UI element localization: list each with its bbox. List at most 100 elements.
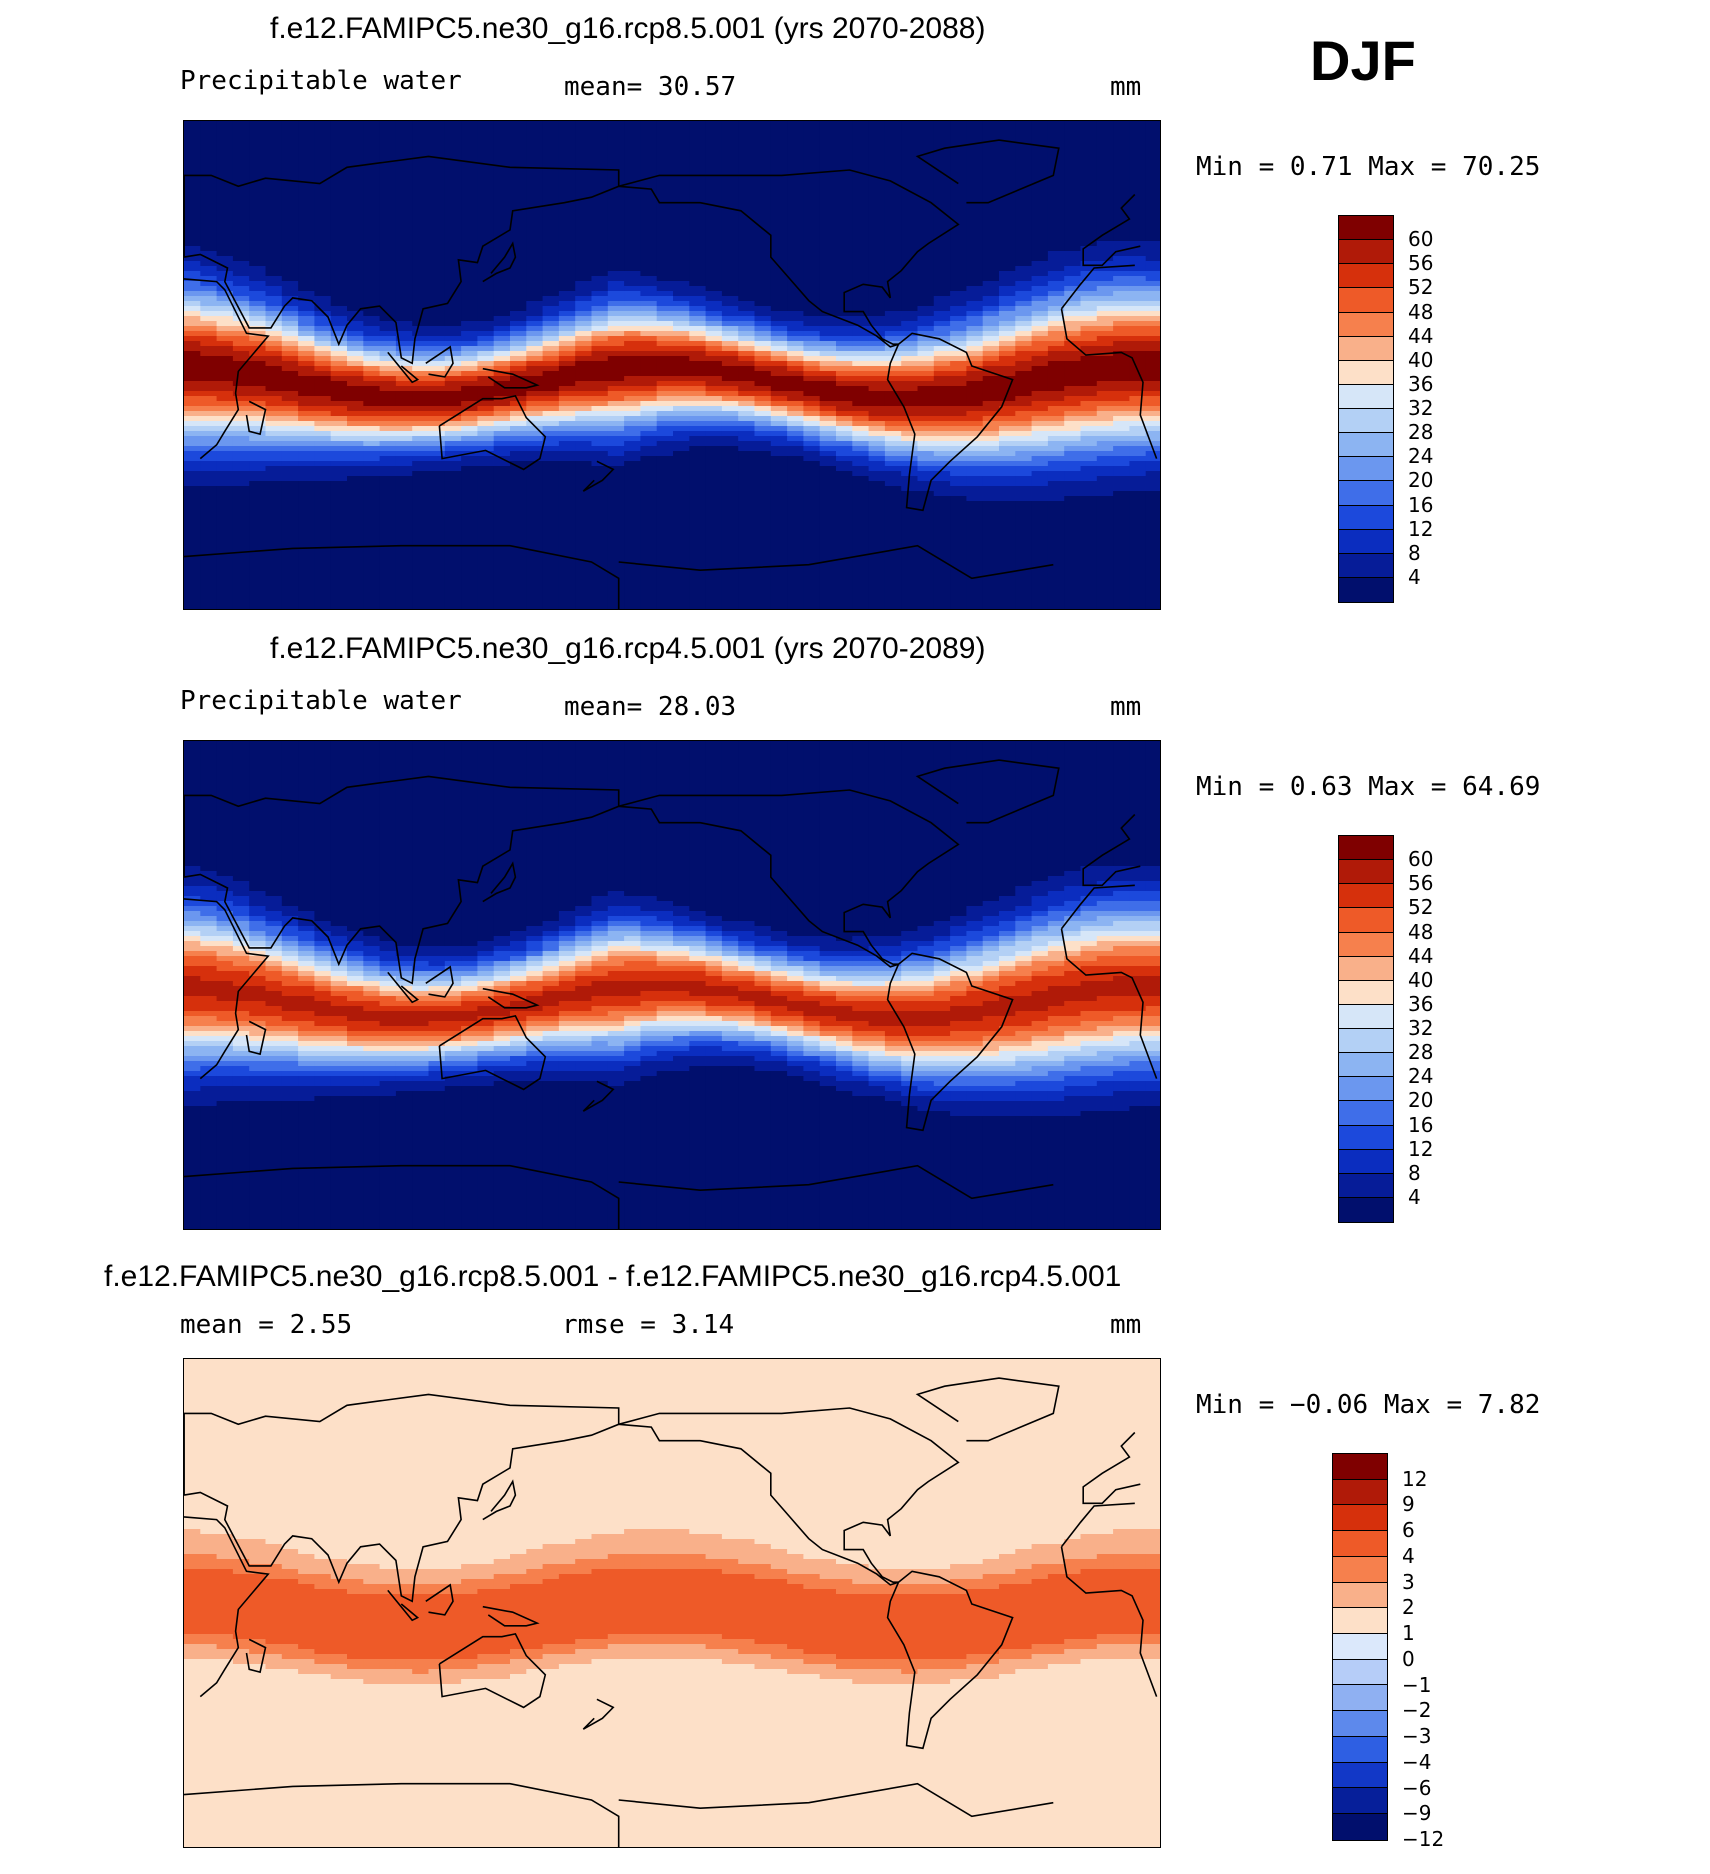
- field-cell: [1145, 156, 1160, 162]
- field-cell: [999, 411, 1016, 417]
- field-cell: [526, 186, 544, 192]
- field-cell: [591, 491, 609, 497]
- field-cell: [982, 206, 1000, 212]
- field-cell: [999, 431, 1016, 437]
- field-cell: [933, 151, 951, 157]
- field-cell: [216, 401, 234, 407]
- field-cell: [673, 526, 690, 532]
- field-cell: [347, 451, 364, 457]
- field-cell: [982, 156, 1000, 162]
- field-cell: [232, 316, 250, 322]
- field-cell: [819, 186, 837, 192]
- field-cell: [1015, 321, 1033, 327]
- field-cell: [836, 501, 853, 507]
- field-cell: [836, 321, 853, 327]
- field-cell: [607, 226, 625, 232]
- field-cell: [901, 161, 919, 167]
- field-cell: [982, 226, 1000, 232]
- field-cell: [216, 441, 234, 447]
- field-cell: [999, 371, 1016, 377]
- field-cell: [575, 371, 593, 377]
- field-cell: [1064, 511, 1082, 517]
- field-cell: [510, 406, 527, 412]
- field-cell: [216, 181, 234, 187]
- field-cell: [803, 381, 821, 387]
- field-cell: [999, 231, 1016, 237]
- field-cell: [184, 376, 201, 382]
- field-cell: [787, 301, 804, 307]
- panel-1-variable: Precipitable water: [180, 66, 462, 96]
- field-cell: [673, 426, 690, 432]
- field-cell: [281, 436, 299, 442]
- field-cell: [200, 181, 218, 187]
- field-cell: [1113, 531, 1130, 537]
- field-cell: [298, 351, 315, 357]
- field-cell: [542, 296, 560, 302]
- field-cell: [738, 351, 756, 357]
- field-cell: [379, 426, 397, 432]
- field-cell: [477, 196, 495, 202]
- field-cell: [363, 511, 381, 517]
- field-cell: [999, 291, 1016, 297]
- field-cell: [787, 466, 804, 472]
- field-cell: [314, 471, 332, 477]
- field-cell: [1047, 246, 1065, 252]
- field-cell: [232, 151, 250, 157]
- field-cell: [493, 316, 511, 322]
- field-cell: [200, 471, 218, 477]
- field-cell: [184, 161, 201, 167]
- field-cell: [836, 246, 853, 252]
- field-cell: [689, 506, 707, 512]
- field-cell: [1129, 496, 1147, 502]
- field-cell: [249, 496, 267, 502]
- field-cell: [314, 326, 332, 332]
- field-cell: [461, 221, 478, 227]
- field-cell: [347, 251, 364, 257]
- field-cell: [542, 386, 560, 392]
- field-cell: [1047, 351, 1065, 357]
- field-cell: [966, 381, 984, 387]
- field-cell: [607, 236, 625, 242]
- field-cell: [477, 321, 495, 327]
- field-cell: [770, 431, 788, 437]
- field-cell: [901, 231, 919, 237]
- field-cell: [819, 166, 837, 172]
- field-cell: [1129, 171, 1147, 177]
- field-cell: [298, 261, 315, 267]
- field-cell: [314, 266, 332, 272]
- field-cell: [444, 281, 462, 287]
- field-cell: [444, 121, 462, 127]
- field-cell: [184, 146, 201, 152]
- field-cell: [184, 211, 201, 217]
- field-cell: [330, 506, 348, 512]
- field-cell: [575, 476, 593, 482]
- field-cell: [1113, 486, 1130, 492]
- field-cell: [1129, 356, 1147, 362]
- field-cell: [184, 361, 201, 367]
- field-cell: [200, 371, 218, 377]
- field-cell: [754, 461, 772, 467]
- field-cell: [803, 331, 821, 337]
- field-cell: [1080, 316, 1098, 322]
- field-cell: [787, 386, 804, 392]
- field-cell: [232, 211, 250, 217]
- field-cell: [999, 441, 1016, 447]
- field-cell: [200, 261, 218, 267]
- field-cell: [444, 426, 462, 432]
- field-cell: [819, 156, 837, 162]
- field-cell: [1064, 411, 1082, 417]
- field-cell: [216, 501, 234, 507]
- field-cell: [1015, 481, 1033, 487]
- field-cell: [917, 141, 935, 147]
- field-cell: [591, 366, 609, 372]
- field-cell: [738, 216, 756, 222]
- field-cell: [640, 156, 658, 162]
- field-cell: [999, 506, 1016, 512]
- field-cell: [787, 166, 804, 172]
- field-cell: [1015, 386, 1033, 392]
- field-cell: [868, 411, 886, 417]
- field-cell: [1064, 466, 1082, 472]
- field-cell: [852, 221, 870, 227]
- field-cell: [917, 191, 935, 197]
- field-cell: [868, 426, 886, 432]
